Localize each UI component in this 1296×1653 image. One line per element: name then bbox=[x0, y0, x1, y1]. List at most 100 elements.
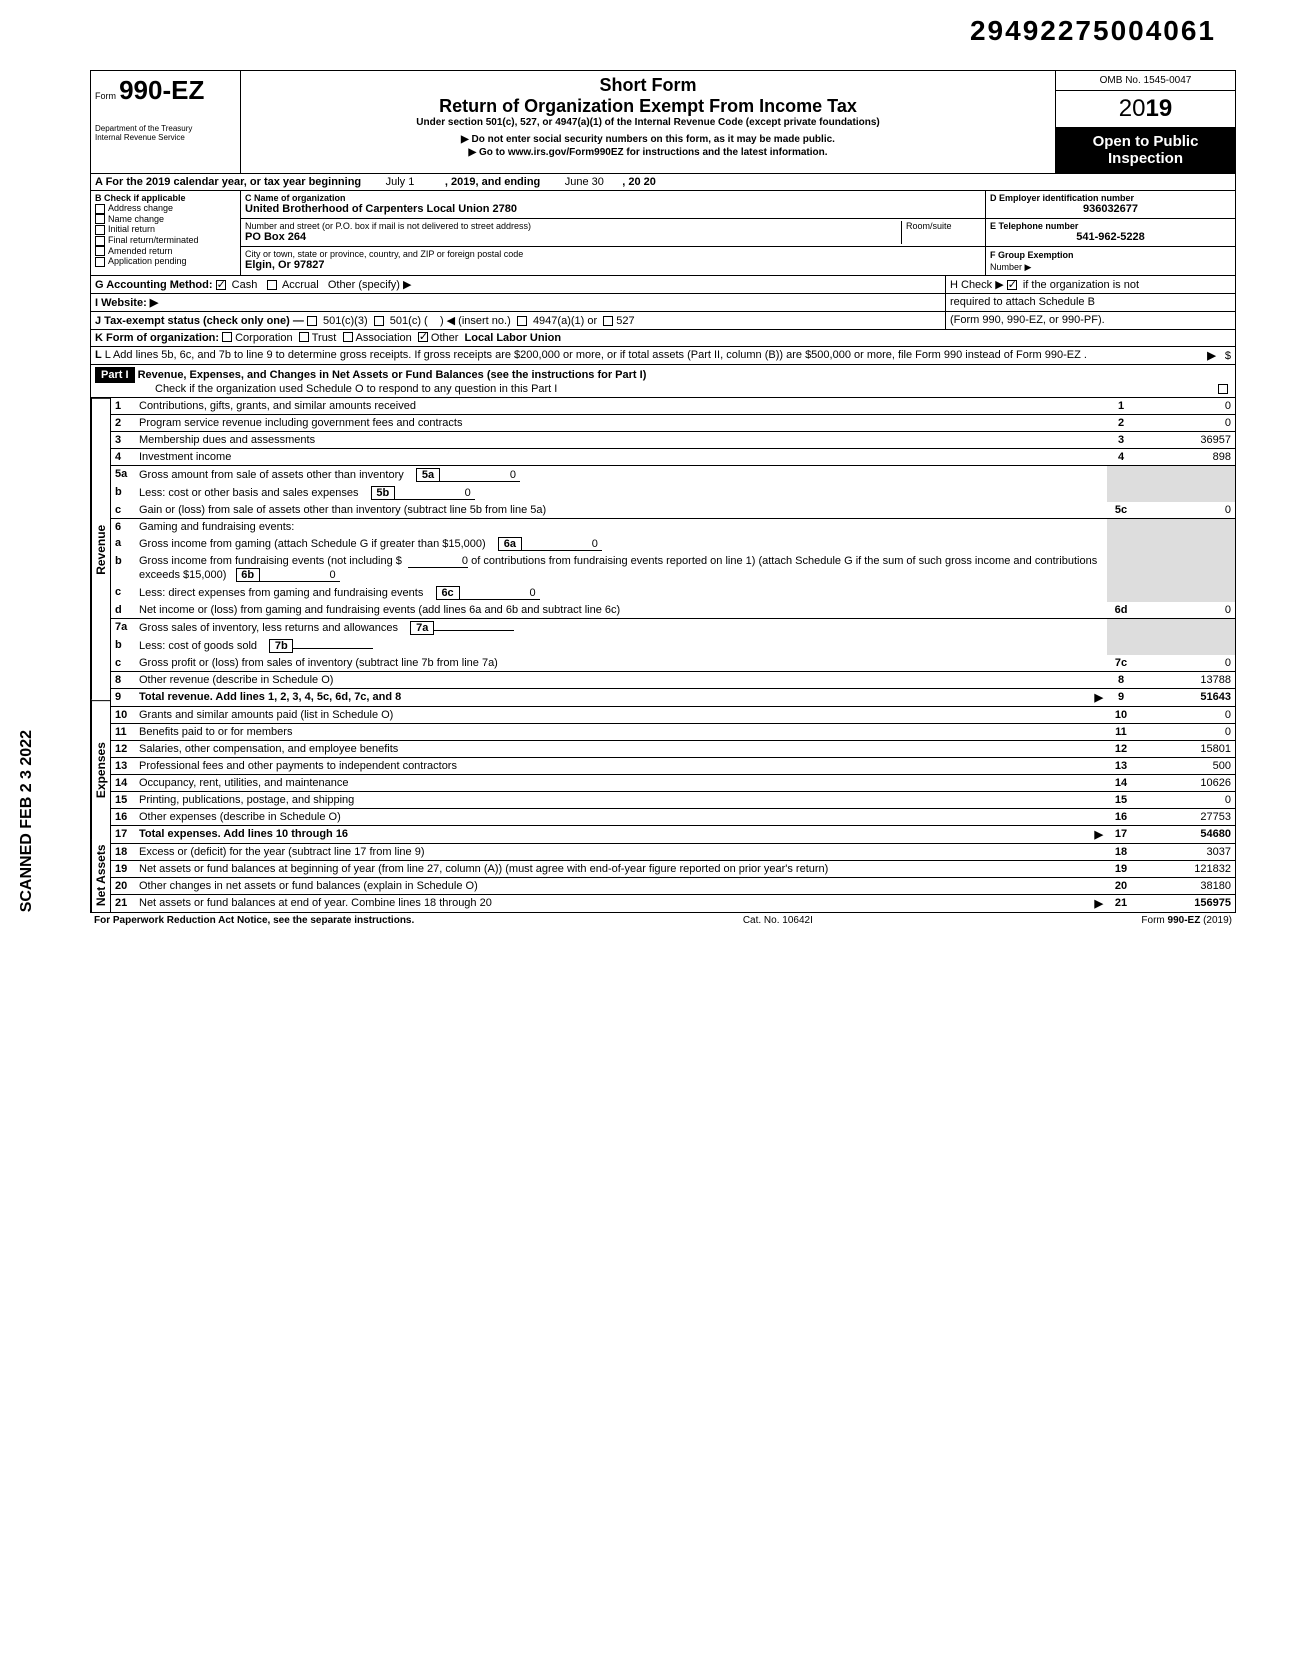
section-c: C Name of organization United Brotherhoo… bbox=[241, 191, 985, 275]
line-6c: cLess: direct expenses from gaming and f… bbox=[111, 584, 1235, 602]
chk-address-change[interactable]: Address change bbox=[95, 203, 236, 214]
vert-revenue: Revenue bbox=[91, 398, 110, 700]
line-4: 4Investment income4898 bbox=[111, 449, 1235, 466]
l-dollar: $ bbox=[1225, 350, 1231, 362]
scanned-stamp: SCANNED FEB 2 3 2022 bbox=[18, 730, 36, 912]
chk-accrual[interactable] bbox=[267, 280, 277, 290]
line-a: A For the 2019 calendar year, or tax yea… bbox=[91, 174, 1235, 191]
section-b: B Check if applicable Address change Nam… bbox=[91, 191, 241, 275]
h-cont2: (Form 990, 990-EZ, or 990-PF). bbox=[945, 312, 1235, 329]
k-opt1: Trust bbox=[312, 332, 337, 344]
row-g-h: G Accounting Method: Cash Accrual Other … bbox=[91, 276, 1235, 294]
instruction-ssn: ▶ Do not enter social security numbers o… bbox=[249, 134, 1047, 145]
chk-final-return[interactable]: Final return/terminated bbox=[95, 235, 236, 246]
chk-cash[interactable] bbox=[216, 280, 226, 290]
line-a-suffix: , 20 20 bbox=[622, 176, 656, 188]
line-16: 16Other expenses (describe in Schedule O… bbox=[111, 809, 1235, 826]
line-17: 17Total expenses. Add lines 10 through 1… bbox=[111, 826, 1235, 844]
l-text: L Add lines 5b, 6c, and 7b to line 9 to … bbox=[105, 349, 1087, 361]
line-6b: bGross income from fundraising events (n… bbox=[111, 553, 1235, 584]
org-city: Elgin, Or 97827 bbox=[245, 259, 981, 271]
chk-pending-label: Application pending bbox=[108, 256, 187, 266]
chk-schedule-o[interactable] bbox=[1218, 384, 1228, 394]
k-other-val: Local Labor Union bbox=[465, 332, 562, 344]
line-7b: bLess: cost of goods sold 7b bbox=[111, 637, 1235, 655]
main-title: Return of Organization Exempt From Incom… bbox=[249, 96, 1047, 117]
line-21: 21Net assets or fund balances at end of … bbox=[111, 895, 1235, 913]
line-19: 19Net assets or fund balances at beginni… bbox=[111, 861, 1235, 878]
form-name: 990-EZ bbox=[119, 75, 204, 105]
footer-right: Form 990-EZ (2019) bbox=[1141, 915, 1232, 926]
short-form-title: Short Form bbox=[249, 75, 1047, 96]
i-website-label: I Website: ▶ bbox=[95, 297, 158, 309]
lines-table: 1Contributions, gifts, grants, and simil… bbox=[111, 398, 1235, 912]
line-5b: bLess: cost or other basis and sales exp… bbox=[111, 484, 1235, 502]
chk-name-change[interactable]: Name change bbox=[95, 214, 236, 225]
footer-mid: Cat. No. 10642I bbox=[743, 915, 813, 926]
j-opt1: 501(c) ( bbox=[390, 315, 428, 327]
chk-pending[interactable]: Application pending bbox=[95, 256, 236, 267]
line-3: 3Membership dues and assessments336957 bbox=[111, 432, 1235, 449]
line-5c: cGain or (loss) from sale of assets othe… bbox=[111, 502, 1235, 519]
h-text2: if the organization is not bbox=[1023, 279, 1139, 291]
j-opt4: 527 bbox=[616, 315, 634, 327]
chk-h[interactable] bbox=[1007, 280, 1017, 290]
h-cont: required to attach Schedule B bbox=[945, 294, 1235, 311]
chk-trust[interactable] bbox=[299, 332, 309, 342]
f-number-label: Number ▶ bbox=[990, 262, 1031, 272]
instruction-url: ▶ Go to www.irs.gov/Form990EZ for instru… bbox=[249, 147, 1047, 158]
chk-final-label: Final return/terminated bbox=[108, 235, 199, 245]
title-cell: Short Form Return of Organization Exempt… bbox=[241, 71, 1055, 173]
chk-initial-return[interactable]: Initial return bbox=[95, 224, 236, 235]
chk-initial-label: Initial return bbox=[108, 224, 155, 234]
line-10: 10Grants and similar amounts paid (list … bbox=[111, 707, 1235, 724]
chk-other-org[interactable] bbox=[418, 332, 428, 342]
line-6: 6Gaming and fundraising events: bbox=[111, 519, 1235, 536]
line-12: 12Salaries, other compensation, and empl… bbox=[111, 741, 1235, 758]
part1-header-row: Part I Revenue, Expenses, and Changes in… bbox=[91, 365, 1235, 398]
line-15: 15Printing, publications, postage, and s… bbox=[111, 792, 1235, 809]
vertical-labels: Revenue Expenses Net Assets bbox=[91, 398, 111, 912]
vert-expenses: Expenses bbox=[91, 700, 110, 839]
chk-assoc[interactable] bbox=[343, 332, 353, 342]
part1-body: Revenue Expenses Net Assets 1Contributio… bbox=[91, 398, 1235, 912]
part1-label: Part I bbox=[95, 367, 135, 383]
line-6a: aGross income from gaming (attach Schedu… bbox=[111, 535, 1235, 553]
line-1: 1Contributions, gifts, grants, and simil… bbox=[111, 398, 1235, 415]
chk-4947[interactable] bbox=[517, 316, 527, 326]
line-9: 9Total revenue. Add lines 1, 2, 3, 4, 5c… bbox=[111, 689, 1235, 707]
line-6d: dNet income or (loss) from gaming and fu… bbox=[111, 602, 1235, 619]
line-7a: 7aGross sales of inventory, less returns… bbox=[111, 619, 1235, 638]
l-arrow: ▶ bbox=[1207, 350, 1215, 362]
k-label: K Form of organization: bbox=[95, 332, 219, 344]
chk-527[interactable] bbox=[603, 316, 613, 326]
form-id-cell: Form 990-EZ Department of the Treasury I… bbox=[91, 71, 241, 173]
right-header: OMB No. 1545-0047 2019 Open to Public In… bbox=[1055, 71, 1235, 173]
d-ein-label: D Employer identification number bbox=[990, 193, 1231, 203]
section-b-label: B Check if applicable bbox=[95, 193, 236, 203]
line-13: 13Professional fees and other payments t… bbox=[111, 758, 1235, 775]
vert-netassets: Net Assets bbox=[91, 839, 110, 912]
document-number: 29492275004061 bbox=[970, 15, 1216, 47]
open-to-public: Open to Public Inspection bbox=[1056, 128, 1235, 173]
chk-corp[interactable] bbox=[222, 332, 232, 342]
line-2: 2Program service revenue including gover… bbox=[111, 415, 1235, 432]
ein-value: 936032677 bbox=[990, 203, 1231, 215]
part1-title: Revenue, Expenses, and Changes in Net As… bbox=[138, 369, 647, 381]
chk-amended[interactable]: Amended return bbox=[95, 246, 236, 257]
k-opt2: Association bbox=[356, 332, 412, 344]
year-bold: 19 bbox=[1146, 95, 1173, 122]
chk-501c[interactable] bbox=[374, 316, 384, 326]
line-a-mid: , 2019, and ending bbox=[445, 176, 540, 188]
chk-501c3[interactable] bbox=[307, 316, 317, 326]
form-990ez: Form 990-EZ Department of the Treasury I… bbox=[90, 70, 1236, 913]
chk-amended-label: Amended return bbox=[108, 246, 173, 256]
open-line1: Open to Public bbox=[1062, 134, 1229, 151]
line-11: 11Benefits paid to or for members110 bbox=[111, 724, 1235, 741]
line-18: 18Excess or (deficit) for the year (subt… bbox=[111, 844, 1235, 861]
line-5a: 5aGross amount from sale of assets other… bbox=[111, 466, 1235, 485]
chk-address-label: Address change bbox=[108, 203, 173, 213]
j-label: J Tax-exempt status (check only one) — bbox=[95, 315, 304, 327]
row-j: J Tax-exempt status (check only one) — 5… bbox=[91, 312, 1235, 330]
h-text1: H Check ▶ bbox=[950, 279, 1004, 291]
